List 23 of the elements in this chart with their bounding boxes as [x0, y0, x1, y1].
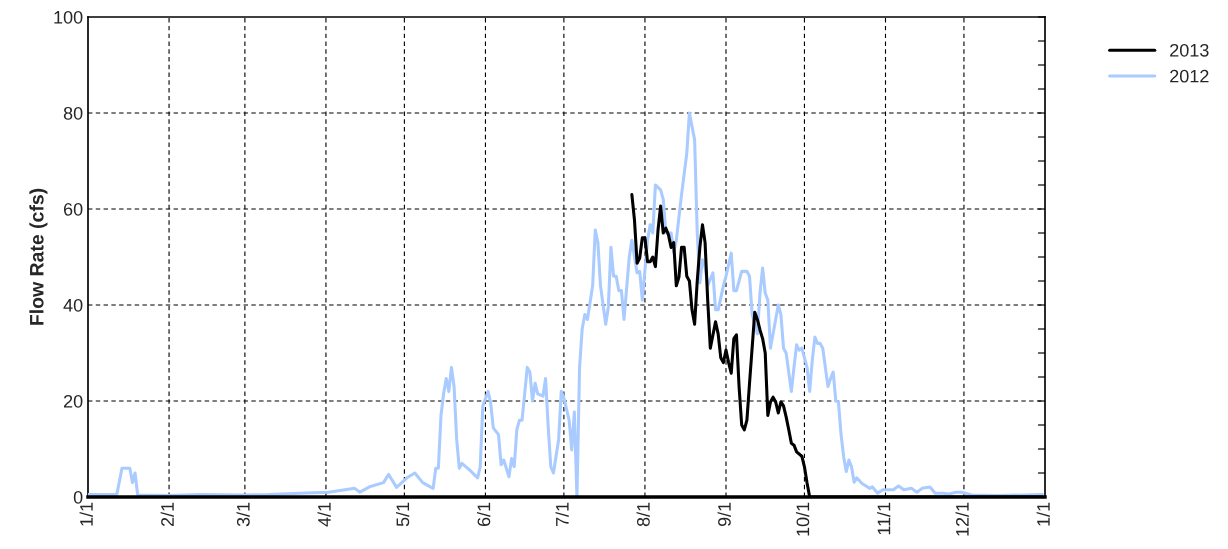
x-tick-label: 12/1 [955, 502, 969, 536]
y-tick-label: 60 [63, 202, 83, 216]
line-series [88, 111, 1044, 497]
y-tick-label: 80 [63, 106, 83, 120]
x-tick-label: 8/1 [636, 502, 650, 527]
x-tick-label: 5/1 [395, 502, 410, 527]
y-tick-label: 20 [63, 394, 83, 408]
x-tick-label: 2/1 [160, 502, 174, 527]
x-tick-label: 9/1 [717, 502, 731, 527]
x-tick-label: 4/1 [317, 502, 331, 527]
legend-label: 2013 [1170, 43, 1209, 57]
y-axis-title: Flow Rate (cfs) [29, 188, 48, 325]
legend-label: 2012 [1170, 69, 1209, 83]
x-tick-label: 1/1 [1036, 502, 1050, 526]
x-tick-label: 7/1 [555, 502, 569, 527]
y-tick-label: 40 [63, 298, 83, 312]
x-tick-label: 10/1 [796, 502, 810, 536]
y-tick-label: 0 [73, 490, 83, 504]
y-tick-label: 100 [54, 10, 83, 24]
x-tick-label: 6/1 [477, 502, 491, 527]
x-tick-label: 3/1 [236, 502, 250, 527]
x-tick-label: 11/1 [877, 502, 891, 535]
x-tick-label: 1/1 [79, 502, 93, 526]
